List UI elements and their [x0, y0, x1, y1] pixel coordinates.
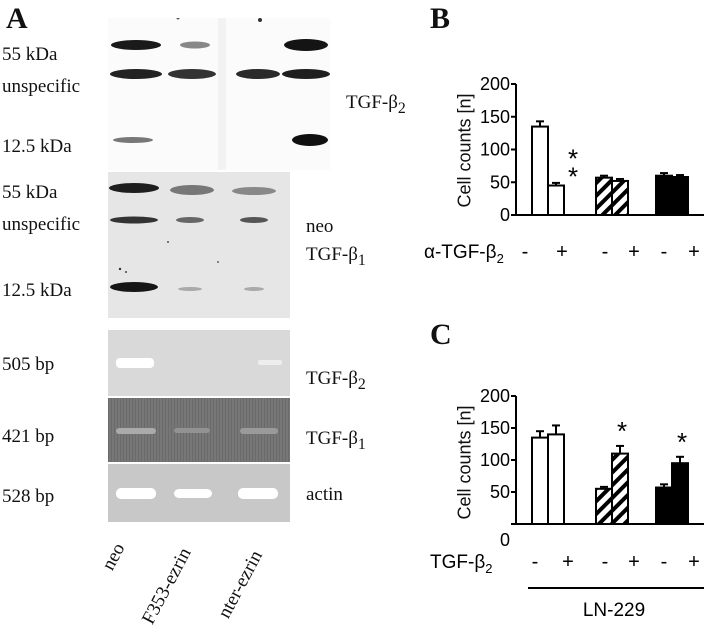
treatment-sign: - [661, 551, 668, 573]
blot-band [282, 69, 330, 79]
treatment-sign: + [628, 551, 640, 573]
treatment-sign: - [602, 241, 609, 263]
significance-mark: * [617, 416, 627, 446]
y-tick-label: 100 [480, 140, 510, 160]
y-tick-label: 150 [480, 418, 510, 438]
blot-target-label: TGF-β1 [306, 244, 366, 269]
y-tick-label: 100 [480, 450, 510, 470]
blot-band [240, 217, 268, 223]
treatment-sign: + [628, 241, 640, 263]
bar [531, 436, 549, 526]
blot-band [109, 183, 159, 193]
treatment-sign: - [532, 551, 539, 573]
pcr-size-label: 505 bp [2, 354, 55, 375]
treatment-sign: + [688, 241, 700, 263]
y-tick-label: 0 [500, 530, 510, 550]
band-label-55kda: 55 kDa [2, 44, 58, 65]
bar [655, 486, 673, 525]
band-label-55kda: 55 kDa [2, 182, 58, 203]
blot-band [176, 217, 204, 223]
blot-band [236, 69, 280, 79]
pcr-gel-actin [108, 464, 290, 522]
bar [611, 452, 629, 526]
treatment-label: α-TGF-β2 [424, 242, 504, 266]
blot-band [244, 287, 264, 291]
pcr-size-label: 421 bp [2, 426, 55, 447]
bar [547, 433, 565, 525]
band-label-unspecific: unspecific [2, 76, 81, 97]
treatment-label: TGF-β2 [430, 552, 492, 576]
band-label-unspecific: unspecific [2, 214, 81, 235]
blot-band [292, 134, 328, 146]
treatment-sign: - [602, 551, 609, 573]
blot-cell-label: neo [306, 216, 334, 237]
y-tick-label: 50 [490, 172, 510, 192]
blot-band [284, 39, 328, 51]
panel-c-letter: C [430, 318, 452, 351]
y-tick-label: 50 [490, 482, 510, 502]
pcr-target-label: actin [306, 484, 343, 505]
western-blot-tgfb1 [108, 172, 290, 318]
blot-band [178, 287, 202, 291]
group-label: LN-229 [583, 600, 645, 621]
blot-target-label: TGF-β2 [346, 92, 406, 117]
pcr-gel-tgfb1 [108, 398, 290, 462]
treatment-sign: + [562, 551, 574, 573]
blot-band [111, 40, 161, 50]
pcr-target-label: TGF-β2 [306, 368, 366, 393]
blot-band [110, 282, 158, 292]
blot-band [170, 185, 214, 195]
blot-band [110, 69, 162, 79]
y-tick-label: 0 [500, 205, 510, 225]
treatment-sign: - [661, 241, 668, 263]
y-tick-label: 200 [480, 74, 510, 94]
treatment-sign: + [556, 241, 568, 263]
band-label-12kda: 12.5 kDa [2, 280, 72, 301]
blot-band [113, 137, 153, 143]
y-tick-label: 200 [480, 386, 510, 406]
blot-band [180, 41, 210, 49]
treatment-sign: + [688, 551, 700, 573]
band-label-12kda: 12.5 kDa [2, 136, 72, 157]
western-blot-tgfb2 [108, 18, 330, 170]
blot-band [168, 69, 216, 79]
bar [671, 462, 689, 526]
significance-mark: * [568, 144, 578, 174]
blot-band [110, 216, 158, 224]
y-tick-label: 150 [480, 107, 510, 127]
bar [595, 487, 613, 525]
treatment-sign: - [522, 241, 529, 263]
panel-a-letter: A [6, 2, 28, 35]
pcr-gel-tgfb2 [108, 330, 290, 396]
significance-mark: * [677, 427, 687, 457]
pcr-target-label: TGF-β1 [306, 428, 366, 453]
significance-mark: * [568, 162, 578, 192]
panel-b-letter: B [430, 2, 451, 35]
blot-band [232, 187, 276, 195]
pcr-size-label: 528 bp [2, 486, 55, 507]
